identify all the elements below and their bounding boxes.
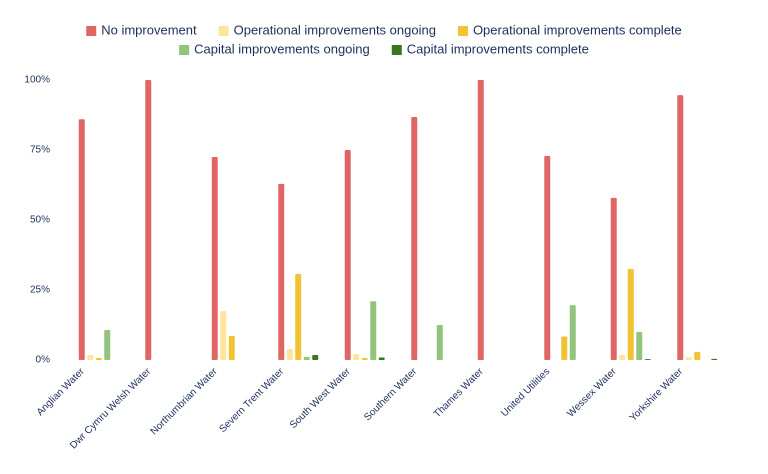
- bar: [694, 351, 701, 360]
- bar: [211, 157, 218, 360]
- legend-swatch: [179, 45, 190, 55]
- legend-swatch: [218, 26, 229, 36]
- bar: [220, 311, 227, 360]
- bar: [685, 357, 692, 360]
- bar: [544, 155, 551, 360]
- x-tick-label: Anglian Water: [35, 366, 87, 418]
- bar: [361, 358, 368, 360]
- bar: [228, 335, 235, 360]
- bar: [569, 305, 576, 360]
- bar: [561, 336, 568, 360]
- y-tick-label: 0%: [36, 355, 51, 366]
- bar: [411, 116, 418, 361]
- bar: [711, 358, 718, 360]
- bar: [78, 119, 85, 360]
- bar: [378, 357, 385, 360]
- bar: [312, 354, 319, 360]
- bar: [436, 325, 443, 360]
- legend-swatch: [86, 26, 97, 36]
- legend-label: No improvement: [101, 22, 197, 37]
- bar: [627, 269, 634, 360]
- bar: [295, 274, 302, 360]
- bar: [370, 301, 377, 360]
- bar: [344, 150, 351, 360]
- x-tick-label: Thames Water: [432, 366, 486, 420]
- legend-label: Operational improvements ongoing: [234, 22, 436, 37]
- bar: [636, 332, 643, 360]
- x-tick-label: South West Water: [288, 366, 353, 431]
- bar: [303, 356, 310, 360]
- x-tick-label: Wessex Water: [565, 366, 619, 420]
- legend-label: Capital improvements complete: [407, 41, 589, 56]
- bar: [145, 80, 152, 360]
- bar: [677, 95, 684, 361]
- x-tick-label: Southern Water: [362, 366, 420, 424]
- bar: [104, 330, 111, 360]
- x-tick-label: Severn Trent Water: [217, 366, 286, 435]
- bar: [610, 197, 617, 360]
- y-tick-label: 25%: [30, 285, 50, 296]
- bar: [286, 349, 293, 360]
- legend-swatch: [391, 45, 402, 55]
- legend-row: No improvement Operational improvements o…: [86, 22, 682, 37]
- legend-row: Capital improvements ongoing Capital impr…: [179, 41, 589, 56]
- x-tick-label: United Utilities: [499, 366, 552, 419]
- bar: [95, 358, 102, 360]
- legend-label: Capital improvements ongoing: [194, 41, 370, 56]
- bar: [87, 354, 94, 360]
- bar: [619, 354, 626, 360]
- legend-label: Operational improvements complete: [473, 22, 682, 37]
- y-tick-label: 75%: [30, 145, 50, 156]
- x-tick-label: Northumbrian Water: [149, 366, 221, 438]
- legend-swatch: [457, 26, 468, 36]
- bar: [278, 183, 285, 360]
- bar: [477, 80, 484, 360]
- y-tick-label: 100%: [24, 75, 50, 86]
- x-tick-label: Yorkshire Water: [628, 366, 686, 424]
- y-tick-label: 50%: [30, 215, 50, 226]
- bar: [353, 354, 360, 360]
- bar: [644, 359, 651, 360]
